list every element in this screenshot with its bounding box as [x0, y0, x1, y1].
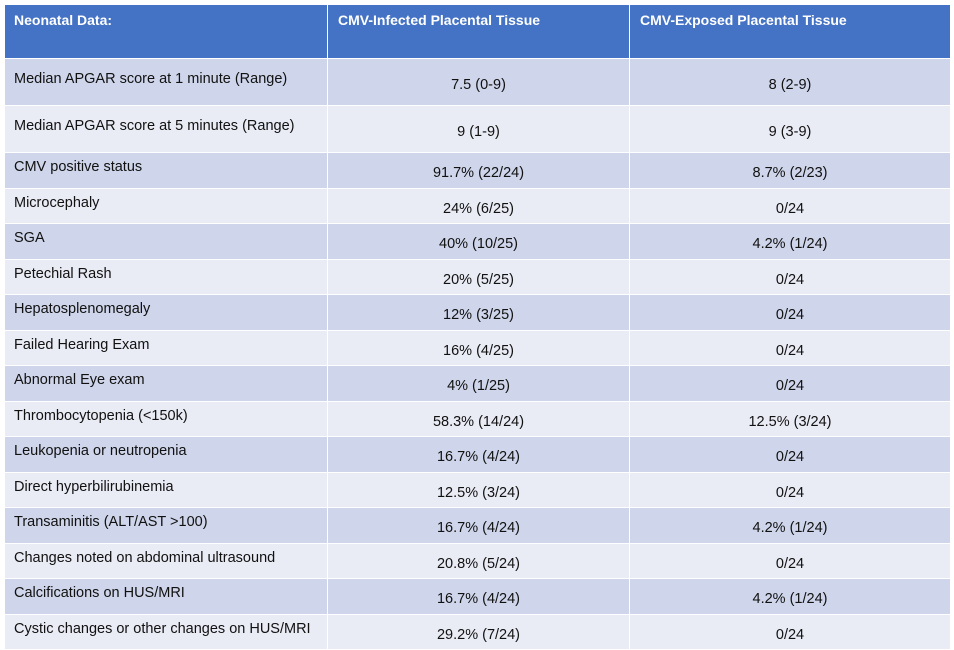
header-cmv-exposed: CMV-Exposed Placental Tissue	[629, 4, 951, 59]
row-label: Hepatosplenomegaly	[4, 294, 328, 331]
cmv-exposed-value: 9 (3-9)	[629, 105, 951, 153]
cmv-infected-value: 4% (1/25)	[327, 365, 630, 402]
cmv-infected-value: 91.7% (22/24)	[327, 152, 630, 189]
cmv-infected-value: 24% (6/25)	[327, 187, 630, 224]
cmv-infected-value: 16.7% (4/24)	[327, 507, 630, 544]
cmv-infected-value: 29.2% (7/24)	[327, 613, 630, 650]
table-body: Median APGAR score at 1 minute (Range) 7.…	[4, 58, 951, 650]
header-row: Neonatal Data: CMV-Infected Placental Ti…	[4, 4, 951, 59]
row-label: Median APGAR score at 1 minute (Range)	[4, 58, 328, 106]
table-row: Transaminitis (ALT/AST >100) 16.7% (4/24)…	[4, 507, 951, 544]
cmv-exposed-value: 4.2% (1/24)	[629, 223, 951, 260]
cmv-infected-value: 40% (10/25)	[327, 223, 630, 260]
cmv-infected-value: 16.7% (4/24)	[327, 578, 630, 615]
cmv-exposed-value: 0/24	[629, 187, 951, 224]
table-row: Petechial Rash 20% (5/25) 0/24	[4, 258, 951, 295]
cmv-infected-value: 16% (4/25)	[327, 329, 630, 366]
row-label: Microcephaly	[4, 187, 328, 224]
table-row: Microcephaly 24% (6/25) 0/24	[4, 187, 951, 224]
cmv-exposed-value: 0/24	[629, 613, 951, 650]
row-label: Median APGAR score at 5 minutes (Range)	[4, 105, 328, 153]
cmv-exposed-value: 0/24	[629, 365, 951, 402]
cmv-exposed-value: 0/24	[629, 542, 951, 579]
cmv-infected-value: 7.5 (0-9)	[327, 58, 630, 106]
table-row: CMV positive status 91.7% (22/24) 8.7% (2/…	[4, 152, 951, 189]
cmv-exposed-value: 0/24	[629, 294, 951, 331]
cmv-exposed-value: 4.2% (1/24)	[629, 507, 951, 544]
cmv-exposed-value: 4.2% (1/24)	[629, 578, 951, 615]
row-label: Failed Hearing Exam	[4, 329, 328, 366]
table-row: Median APGAR score at 5 minutes (Range) 9…	[4, 105, 951, 153]
header-cmv-infected: CMV-Infected Placental Tissue	[327, 4, 630, 59]
cmv-infected-value: 20.8% (5/24)	[327, 542, 630, 579]
cmv-exposed-value: 0/24	[629, 436, 951, 473]
table-row: Median APGAR score at 1 minute (Range) 7.…	[4, 58, 951, 106]
neonatal-data-table: Neonatal Data: CMV-Infected Placental Ti…	[4, 4, 951, 650]
table-row: Abnormal Eye exam 4% (1/25) 0/24	[4, 365, 951, 402]
cmv-infected-value: 9 (1-9)	[327, 105, 630, 153]
table-row: Failed Hearing Exam 16% (4/25) 0/24	[4, 329, 951, 366]
row-label: Leukopenia or neutropenia	[4, 436, 328, 473]
cmv-exposed-value: 0/24	[629, 258, 951, 295]
row-label: Calcifications on HUS/MRI	[4, 578, 328, 615]
row-label: Thrombocytopenia (<150k)	[4, 400, 328, 437]
cmv-exposed-value: 0/24	[629, 471, 951, 508]
table-row: Direct hyperbilirubinemia 12.5% (3/24) 0/2…	[4, 471, 951, 508]
cmv-infected-value: 16.7% (4/24)	[327, 436, 630, 473]
row-label: Direct hyperbilirubinemia	[4, 471, 328, 508]
cmv-exposed-value: 0/24	[629, 329, 951, 366]
row-label: CMV positive status	[4, 152, 328, 189]
table-header: Neonatal Data: CMV-Infected Placental Ti…	[4, 4, 951, 59]
table-row: Hepatosplenomegaly 12% (3/25) 0/24	[4, 294, 951, 331]
row-label: Cystic changes or other changes on HUS/M…	[4, 613, 328, 650]
row-label: Transaminitis (ALT/AST >100)	[4, 507, 328, 544]
row-label: Changes noted on abdominal ultrasound	[4, 542, 328, 579]
header-neonatal-data: Neonatal Data:	[4, 4, 328, 59]
cmv-exposed-value: 12.5% (3/24)	[629, 400, 951, 437]
cmv-infected-value: 12.5% (3/24)	[327, 471, 630, 508]
table-row: Cystic changes or other changes on HUS/M…	[4, 613, 951, 650]
table-row: SGA 40% (10/25) 4.2% (1/24)	[4, 223, 951, 260]
table-row: Calcifications on HUS/MRI 16.7% (4/24) 4.2…	[4, 578, 951, 615]
row-label: SGA	[4, 223, 328, 260]
cmv-exposed-value: 8 (2-9)	[629, 58, 951, 106]
row-label: Petechial Rash	[4, 258, 328, 295]
cmv-infected-value: 58.3% (14/24)	[327, 400, 630, 437]
cmv-exposed-value: 8.7% (2/23)	[629, 152, 951, 189]
cmv-infected-value: 20% (5/25)	[327, 258, 630, 295]
table-row: Leukopenia or neutropenia 16.7% (4/24) 0/2…	[4, 436, 951, 473]
row-label: Abnormal Eye exam	[4, 365, 328, 402]
table-row: Thrombocytopenia (<150k) 58.3% (14/24) 12.…	[4, 400, 951, 437]
cmv-infected-value: 12% (3/25)	[327, 294, 630, 331]
table-row: Changes noted on abdominal ultrasound 20.…	[4, 542, 951, 579]
